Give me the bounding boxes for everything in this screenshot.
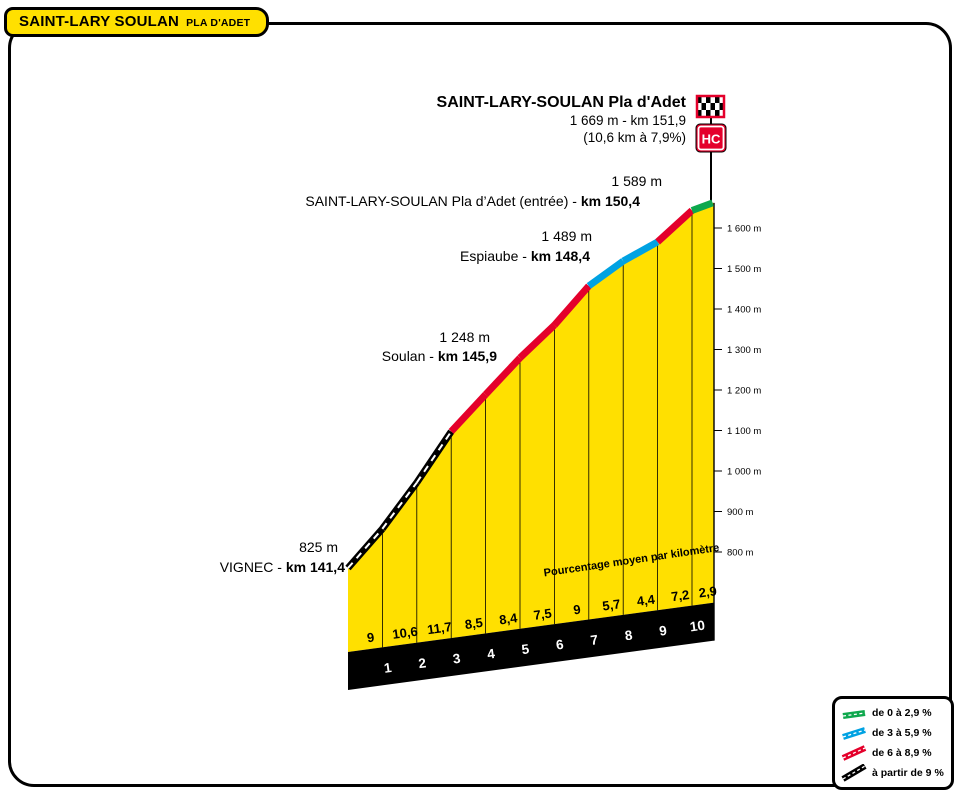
hc-badge-inner-border <box>697 125 725 151</box>
waypoint-label-soulan: Soulan - km 145,9 <box>382 348 497 364</box>
legend-label: à partir de 9 % <box>872 767 944 779</box>
badge-title: SAINT-LARY SOULAN <box>19 13 180 30</box>
gradient-label: 9 <box>572 602 581 618</box>
gradient-label: 4,4 <box>636 592 657 609</box>
legend-item: à partir de 9 % <box>841 763 945 783</box>
finish-flag-check <box>706 110 711 117</box>
waypoint-label-espiaube: Espiaube - km 148,4 <box>460 248 590 264</box>
gradient-label: 7,2 <box>670 587 690 604</box>
km-mark-label: 8 <box>624 627 634 643</box>
summit-label-block: SAINT-LARY-SOULAN Pla d'Adet 1 669 m - k… <box>437 93 686 146</box>
elevation-axis-label: 1 600 m <box>727 224 761 235</box>
road-segment-blue <box>586 258 626 289</box>
km-mark-label: 10 <box>689 618 706 635</box>
gradient-label: 9 <box>366 629 375 645</box>
legend-item: de 6 à 8,9 % <box>841 743 945 763</box>
km-mark-label: 9 <box>658 623 667 639</box>
elevation-axis-label: 1 100 m <box>727 426 761 437</box>
waypoint-elevation-vignec: 825 m <box>299 539 338 555</box>
elevation-axis-label: 800 m <box>727 548 753 559</box>
waypoint-label-entree: SAINT-LARY-SOULAN Pla d’Adet (entrée) - … <box>305 193 640 209</box>
km-mark-label: 7 <box>589 632 598 648</box>
finish-flag-check <box>715 96 720 103</box>
road-segment-red <box>551 283 592 328</box>
km-mark-label: 4 <box>486 646 496 662</box>
km-band <box>348 602 714 690</box>
waypoint-label-vignec: VIGNEC - km 141,4 <box>220 559 345 575</box>
finish-flag-check <box>697 96 702 103</box>
road-centerline <box>347 528 384 569</box>
badge-subtitle: PLA D'ADET <box>186 17 251 29</box>
finish-flag-check <box>710 103 715 110</box>
legend-road-chip-dash <box>842 712 866 717</box>
waypoint-elevation-espiaube: 1 489 m <box>541 228 592 244</box>
waypoint-elevation-soulan: 1 248 m <box>439 329 490 345</box>
gradient-label: 8,5 <box>464 615 484 632</box>
waypoint-name: Soulan - <box>381 348 438 364</box>
gradient-label: 7,5 <box>533 606 553 623</box>
road-segment-red <box>655 207 695 245</box>
waypoint-km: km 148,4 <box>530 248 590 264</box>
km-mark-label: 2 <box>417 655 426 671</box>
road-segment-green <box>690 199 714 214</box>
road-segment-blue <box>621 238 660 265</box>
waypoint-name: SAINT-LARY-SOULAN Pla d’Adet (entrée) - <box>305 193 581 209</box>
km-mark-label: 1 <box>383 660 393 676</box>
legend-road-chip-dash <box>842 747 866 759</box>
road-segment-red <box>483 355 523 397</box>
elevation-axis-label: 1 000 m <box>727 467 761 478</box>
waypoint-elevation-entree: 1 589 m <box>611 173 662 189</box>
finish-flag-check <box>715 110 720 117</box>
gradient-label: 5,7 <box>601 596 621 613</box>
elevation-axis-label: 1 300 m <box>727 345 761 356</box>
waypoint-km: km 145,9 <box>437 348 497 364</box>
waypoint-name: VIGNEC - <box>219 559 286 575</box>
waypoint-km: km 150,4 <box>580 193 640 209</box>
elevation-axis-label: 900 m <box>727 507 753 518</box>
summit-name: SAINT-LARY-SOULAN Pla d'Adet <box>436 94 686 111</box>
road-segment-red <box>517 322 557 361</box>
finish-flag-check <box>706 96 711 103</box>
legend-item: de 0 à 2,9 % <box>841 703 945 723</box>
gradient-label: 8,4 <box>498 610 519 627</box>
profile-mountain-body <box>348 202 714 652</box>
road-segment-red <box>448 392 489 434</box>
hc-badge <box>695 123 727 153</box>
legend-label: de 0 à 2,9 % <box>872 707 932 719</box>
gradient-label: 10,6 <box>391 624 418 642</box>
finish-flag-check <box>697 110 702 117</box>
gradient-label: 2,9 <box>698 583 718 600</box>
summit-stats: (10,6 km à 7,9%) <box>583 130 686 145</box>
km-mark-label: 6 <box>555 637 565 653</box>
legend-label: de 3 à 5,9 % <box>872 727 932 739</box>
legend-road-chip-dash <box>842 765 866 780</box>
legend-road-chip-dash <box>842 729 866 738</box>
legend-gradient-icon <box>842 727 866 740</box>
waypoint-km: km 141,4 <box>285 559 345 575</box>
gradient-label: 11,7 <box>426 619 452 637</box>
waypoint-name: Espiaube - <box>460 248 531 264</box>
elevation-axis-label: 1 200 m <box>727 386 761 397</box>
finish-flag-check <box>719 103 724 110</box>
km-mark-label: 5 <box>521 641 531 657</box>
hc-badge-label: HC <box>702 132 721 147</box>
km-mark-label: 3 <box>452 651 462 667</box>
road-centerline <box>415 430 453 484</box>
gradient-legend: de 0 à 2,9 % de 3 à 5,9 % de 6 à 8,9 % à pa… <box>832 696 954 790</box>
legend-gradient-icon <box>841 764 867 782</box>
legend-item: de 3 à 5,9 % <box>841 723 945 743</box>
legend-gradient-icon <box>842 710 866 719</box>
elevation-axis-label: 1 500 m <box>727 264 761 275</box>
finish-flag-border <box>695 94 726 119</box>
elevation-axis-label: 1 400 m <box>727 305 761 316</box>
stage-title-badge: SAINT-LARY SOULAN PLA D'ADET <box>4 7 270 37</box>
finish-flag-check <box>701 103 706 110</box>
legend-label: de 6 à 8,9 % <box>872 747 932 759</box>
legend-gradient-icon <box>841 745 867 761</box>
road-centerline <box>381 481 418 530</box>
summit-elevation-km: 1 669 m - km 151,9 <box>569 113 686 128</box>
